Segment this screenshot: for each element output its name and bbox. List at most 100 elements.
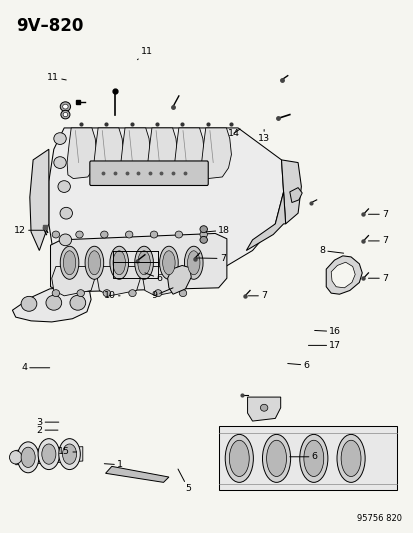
Polygon shape: [174, 128, 204, 179]
Text: 18: 18: [206, 226, 230, 235]
Ellipse shape: [63, 251, 76, 275]
Ellipse shape: [63, 112, 68, 117]
FancyBboxPatch shape: [90, 161, 208, 185]
Text: 7: 7: [368, 237, 387, 245]
Polygon shape: [330, 262, 354, 288]
Bar: [112, 262, 158, 278]
Ellipse shape: [59, 234, 71, 246]
Text: 12: 12: [14, 226, 43, 235]
Text: 7: 7: [368, 274, 387, 282]
Text: 7: 7: [368, 210, 387, 219]
Polygon shape: [67, 128, 97, 179]
Ellipse shape: [52, 290, 59, 296]
Text: 17: 17: [308, 341, 340, 350]
Ellipse shape: [340, 440, 360, 477]
Text: 15: 15: [58, 448, 76, 456]
Polygon shape: [121, 128, 150, 179]
Text: 95756 820: 95756 820: [356, 514, 401, 523]
Text: 1: 1: [104, 461, 123, 469]
Ellipse shape: [184, 246, 203, 279]
Ellipse shape: [63, 104, 68, 109]
Ellipse shape: [62, 444, 76, 464]
Polygon shape: [105, 466, 169, 482]
Polygon shape: [49, 128, 283, 266]
Polygon shape: [30, 149, 49, 251]
Ellipse shape: [138, 251, 150, 275]
Ellipse shape: [17, 442, 39, 473]
Polygon shape: [246, 192, 285, 251]
Polygon shape: [52, 266, 95, 296]
Ellipse shape: [58, 181, 70, 192]
Ellipse shape: [303, 440, 323, 477]
Polygon shape: [97, 266, 140, 296]
Ellipse shape: [42, 444, 56, 464]
Ellipse shape: [128, 290, 136, 296]
Ellipse shape: [54, 157, 66, 168]
Ellipse shape: [135, 246, 153, 279]
Ellipse shape: [85, 246, 103, 279]
Ellipse shape: [59, 439, 80, 470]
Ellipse shape: [225, 434, 253, 482]
Polygon shape: [12, 287, 91, 322]
Ellipse shape: [260, 405, 267, 411]
Ellipse shape: [162, 251, 175, 275]
Text: 13: 13: [257, 130, 270, 143]
Polygon shape: [167, 265, 191, 294]
Text: 11: 11: [137, 47, 152, 60]
Ellipse shape: [179, 290, 186, 296]
Polygon shape: [147, 128, 177, 179]
Ellipse shape: [229, 440, 249, 477]
Ellipse shape: [175, 231, 182, 238]
Ellipse shape: [187, 251, 199, 275]
Text: 7: 7: [196, 254, 225, 263]
Ellipse shape: [109, 246, 128, 279]
Text: 5: 5: [178, 469, 191, 493]
Polygon shape: [50, 233, 226, 292]
Ellipse shape: [21, 296, 37, 311]
Ellipse shape: [21, 447, 35, 467]
Polygon shape: [94, 128, 123, 179]
Ellipse shape: [299, 434, 327, 482]
Polygon shape: [142, 266, 186, 296]
Polygon shape: [325, 256, 361, 294]
Ellipse shape: [113, 251, 125, 275]
Ellipse shape: [103, 290, 110, 296]
Polygon shape: [281, 160, 301, 224]
Ellipse shape: [61, 110, 70, 119]
Ellipse shape: [60, 246, 78, 279]
Polygon shape: [218, 426, 396, 490]
Ellipse shape: [60, 102, 70, 111]
Ellipse shape: [199, 231, 207, 238]
Polygon shape: [201, 128, 231, 179]
Ellipse shape: [54, 133, 66, 144]
Polygon shape: [247, 397, 280, 421]
Ellipse shape: [52, 231, 59, 238]
Ellipse shape: [199, 237, 207, 243]
Text: 16: 16: [314, 327, 340, 336]
Ellipse shape: [76, 231, 83, 238]
Ellipse shape: [125, 231, 133, 238]
Ellipse shape: [9, 451, 22, 464]
Text: 14: 14: [228, 129, 240, 138]
Ellipse shape: [46, 295, 62, 310]
Ellipse shape: [262, 434, 290, 482]
Ellipse shape: [150, 231, 157, 238]
Text: 4: 4: [21, 364, 50, 372]
Ellipse shape: [199, 226, 207, 232]
Ellipse shape: [336, 434, 364, 482]
Text: 8: 8: [318, 246, 343, 255]
Ellipse shape: [266, 440, 286, 477]
Text: 6: 6: [145, 273, 162, 282]
Ellipse shape: [60, 207, 72, 219]
Text: 7: 7: [248, 292, 266, 300]
Ellipse shape: [100, 231, 108, 238]
Ellipse shape: [38, 439, 59, 470]
Text: 2: 2: [36, 426, 58, 434]
Ellipse shape: [70, 295, 85, 310]
Text: 6: 6: [287, 361, 309, 369]
Ellipse shape: [159, 246, 178, 279]
Ellipse shape: [88, 251, 100, 275]
Text: 9: 9: [151, 288, 173, 300]
Ellipse shape: [154, 290, 161, 296]
Text: 3: 3: [36, 418, 59, 426]
